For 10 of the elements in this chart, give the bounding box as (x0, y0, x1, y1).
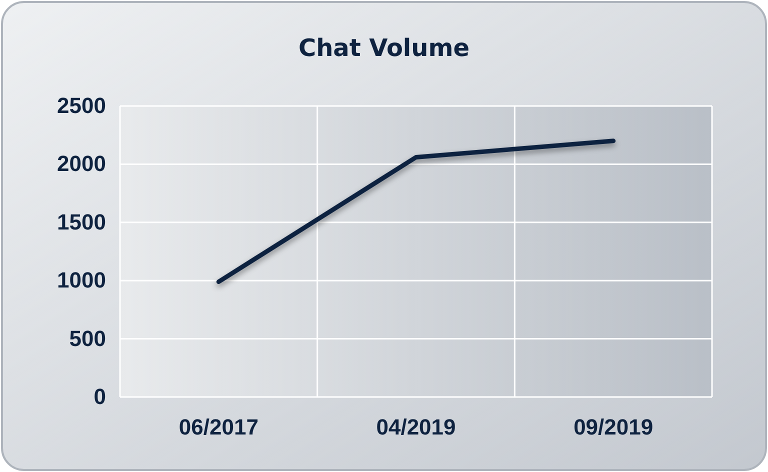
y-tick-label: 1500 (57, 209, 106, 234)
x-tick-label: 06/2017 (178, 414, 258, 440)
y-tick-label: 2000 (57, 151, 106, 176)
y-tick-label: 2500 (57, 93, 106, 118)
y-tick-label: 500 (69, 326, 106, 351)
chart-title: Chat Volume (298, 34, 470, 62)
x-tick-label: 04/2019 (376, 414, 456, 440)
y-tick-label: 0 (94, 384, 106, 410)
x-tick-label: 09/2019 (574, 414, 654, 440)
y-tick-label: 1000 (57, 268, 106, 293)
